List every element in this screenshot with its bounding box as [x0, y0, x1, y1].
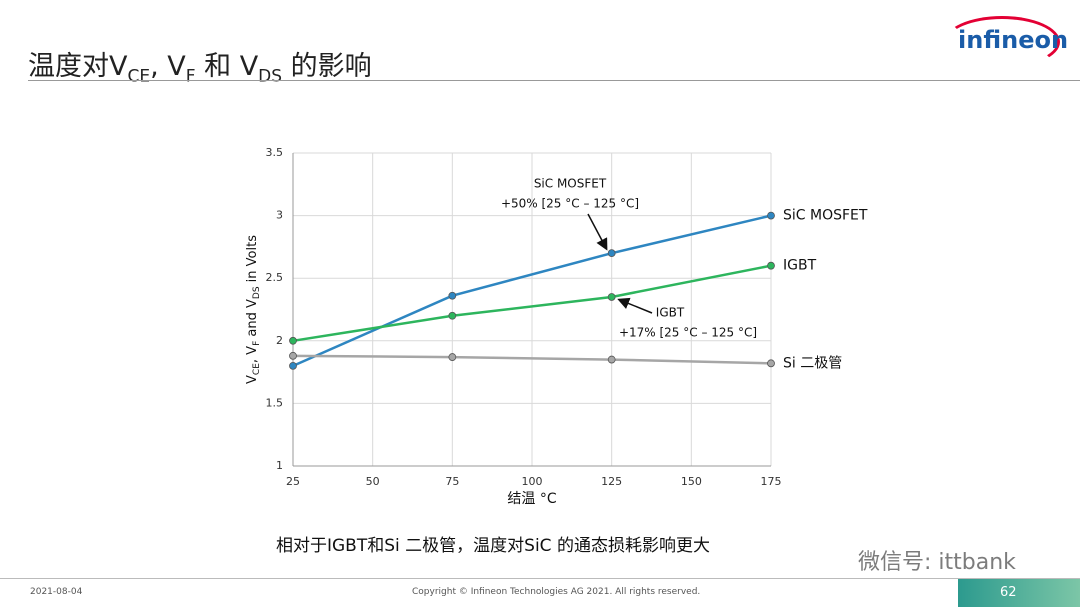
annotation: IGBT — [656, 306, 685, 320]
annotation: +50% [25 °C – 125 °C] — [501, 197, 639, 211]
annotation-arrow — [587, 213, 608, 251]
x-tick-label: 175 — [761, 475, 782, 488]
series-label: Si 二极管 — [783, 355, 842, 371]
date: 2021-08-04 — [30, 587, 83, 597]
logo-ring — [944, 16, 1060, 68]
page-number: 62 — [1000, 585, 1017, 600]
data-point — [448, 311, 457, 320]
title-rule — [28, 80, 1080, 81]
y-label-part: , V — [245, 346, 260, 363]
series-line — [292, 264, 772, 343]
y-tick-label: 3 — [276, 209, 283, 222]
series-label: IGBT — [783, 258, 817, 274]
annotation: +17% [25 °C – 125 °C] — [619, 326, 757, 340]
title-part: 温度对V — [28, 51, 128, 82]
title-part: DS — [258, 66, 283, 87]
watermark: 微信号: ittbank — [858, 550, 1016, 575]
x-tick-label: 125 — [601, 475, 622, 488]
copyright: Copyright © Infineon Technologies AG 202… — [412, 587, 701, 597]
annotation: SiC MOSFET — [534, 177, 607, 191]
x-axis-label: 结温 °C — [507, 491, 556, 507]
title-part: 的影响 — [282, 51, 372, 82]
x-tick-label: 25 — [286, 475, 300, 488]
data-point — [607, 249, 616, 258]
x-tick-label: 50 — [366, 475, 380, 488]
y-tick-label: 2.5 — [266, 271, 284, 284]
data-point — [289, 336, 297, 345]
caption: 相对于IGBT和Si 二极管，温度对SiC 的通态损耗影响更大 — [276, 536, 710, 556]
footer-rule — [0, 578, 1080, 579]
data-point — [448, 291, 457, 300]
slide-title: 温度对VCE, VF 和 VDS 的影响 — [28, 44, 372, 86]
y-tick-label: 3.5 — [266, 146, 284, 159]
x-tick-label: 100 — [522, 475, 543, 488]
title-part: CE — [127, 66, 151, 87]
y-label-part: in Volts — [245, 235, 260, 287]
y-label-part: and V — [245, 299, 260, 341]
y-tick-label: 1.5 — [266, 396, 284, 409]
annotation-arrow — [617, 297, 653, 314]
data-point — [767, 211, 775, 220]
data-point — [607, 293, 616, 301]
title-part: , V — [150, 51, 186, 82]
y-tick-label: 2 — [276, 334, 283, 347]
y-label-part: CE — [252, 363, 262, 375]
series-line — [292, 214, 772, 367]
series-line — [292, 354, 772, 365]
page-box — [958, 579, 1080, 607]
x-tick-label: 75 — [445, 475, 459, 488]
y-label-part: DS — [252, 286, 262, 299]
data-point — [448, 353, 457, 361]
y-tick-label: 1 — [276, 459, 283, 472]
y-label-part: F — [252, 341, 262, 346]
data-point — [289, 361, 297, 370]
title-part: 和 V — [195, 51, 259, 82]
data-point — [767, 261, 775, 270]
logo: infineon — [958, 26, 1069, 54]
y-axis-label: VCE, VF and VDS in Volts — [245, 235, 262, 384]
data-point — [767, 359, 775, 368]
series-label: SiC MOSFET — [783, 208, 868, 224]
data-point — [607, 355, 616, 364]
y-label-part: V — [245, 375, 260, 384]
data-point — [289, 351, 297, 360]
title-part: F — [185, 66, 196, 87]
x-tick-label: 150 — [681, 475, 702, 488]
